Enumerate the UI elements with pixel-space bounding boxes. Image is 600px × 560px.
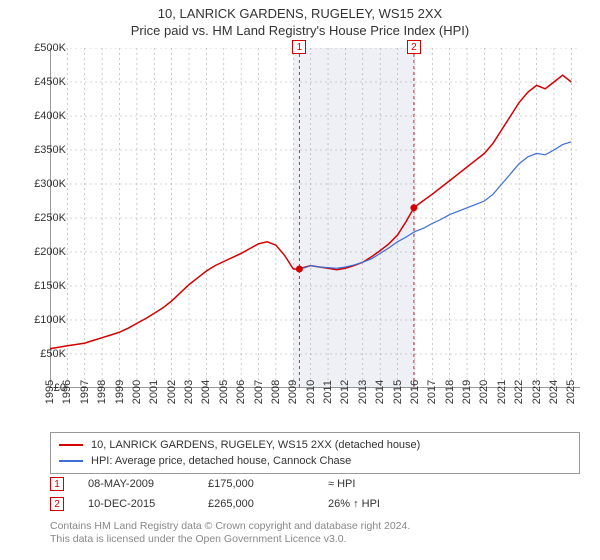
- y-tick-label: £250K: [34, 212, 66, 224]
- event-delta: 26% ↑ HPI: [328, 498, 448, 510]
- x-tick-label: 2004: [200, 380, 212, 404]
- chart-title-address: 10, LANRICK GARDENS, RUGELEY, WS15 2XX: [0, 6, 600, 21]
- x-tick-label: 2015: [392, 380, 404, 404]
- event-row: 2 10-DEC-2015£265,00026% ↑ HPI: [50, 494, 580, 514]
- x-tick-label: 2023: [531, 380, 543, 404]
- event-marker-1: 1: [292, 40, 306, 54]
- chart-plot-area: [50, 48, 580, 388]
- x-tick-label: 2005: [218, 380, 230, 404]
- legend-swatch: [59, 460, 83, 462]
- x-tick-label: 2025: [565, 380, 577, 404]
- x-tick-label: 1995: [44, 380, 56, 404]
- footer-attribution: Contains HM Land Registry data © Crown c…: [50, 520, 580, 546]
- event-row-marker: 2: [50, 497, 64, 511]
- x-tick-label: 2011: [322, 380, 334, 404]
- x-tick-label: 1998: [96, 380, 108, 404]
- y-tick-label: £500K: [34, 42, 66, 54]
- chart-container: 10, LANRICK GARDENS, RUGELEY, WS15 2XX P…: [0, 0, 600, 560]
- x-tick-label: 1997: [79, 380, 91, 404]
- event-price: £175,000: [208, 478, 328, 490]
- x-tick-label: 2009: [287, 380, 299, 404]
- legend-swatch: [59, 444, 83, 446]
- legend-item: 10, LANRICK GARDENS, RUGELEY, WS15 2XX (…: [59, 437, 571, 453]
- event-price: £265,000: [208, 498, 328, 510]
- event-delta: ≈ HPI: [328, 478, 448, 490]
- x-tick-label: 2013: [357, 380, 369, 404]
- x-tick-label: 2021: [496, 380, 508, 404]
- x-tick-label: 2016: [409, 380, 421, 404]
- event-row-marker: 1: [50, 477, 64, 491]
- y-tick-label: £100K: [34, 314, 66, 326]
- x-tick-label: 1999: [114, 380, 126, 404]
- chart-svg: [50, 48, 580, 388]
- x-tick-label: 2012: [339, 380, 351, 404]
- x-tick-label: 2020: [478, 380, 490, 404]
- legend-label: HPI: Average price, detached house, Cann…: [91, 455, 351, 467]
- legend: 10, LANRICK GARDENS, RUGELEY, WS15 2XX (…: [50, 432, 580, 474]
- event-marker-2: 2: [407, 40, 421, 54]
- x-tick-label: 2017: [426, 380, 438, 404]
- x-tick-label: 2024: [548, 380, 560, 404]
- x-tick-label: 2006: [235, 380, 247, 404]
- footer-line-1: Contains HM Land Registry data © Crown c…: [50, 520, 580, 533]
- event-date: 10-DEC-2015: [88, 498, 208, 510]
- footer-line-2: This data is licensed under the Open Gov…: [50, 533, 580, 546]
- x-tick-label: 2003: [183, 380, 195, 404]
- x-tick-label: 2022: [513, 380, 525, 404]
- y-tick-label: £400K: [34, 110, 66, 122]
- title-block: 10, LANRICK GARDENS, RUGELEY, WS15 2XX P…: [0, 0, 600, 40]
- x-tick-label: 2002: [166, 380, 178, 404]
- x-tick-label: 2014: [374, 380, 386, 404]
- x-tick-label: 2007: [253, 380, 265, 404]
- x-tick-label: 2001: [148, 380, 160, 404]
- x-tick-label: 2019: [461, 380, 473, 404]
- y-tick-label: £200K: [34, 246, 66, 258]
- y-tick-label: £350K: [34, 144, 66, 156]
- x-tick-label: 2008: [270, 380, 282, 404]
- x-tick-label: 2018: [444, 380, 456, 404]
- legend-item: HPI: Average price, detached house, Cann…: [59, 453, 571, 469]
- event-row: 1 08-MAY-2009£175,000≈ HPI: [50, 474, 580, 494]
- x-tick-label: 2000: [131, 380, 143, 404]
- event-table: 1 08-MAY-2009£175,000≈ HPI 2 10-DEC-2015£26…: [50, 474, 580, 514]
- y-tick-label: £150K: [34, 280, 66, 292]
- legend-label: 10, LANRICK GARDENS, RUGELEY, WS15 2XX (…: [91, 439, 420, 451]
- event-date: 08-MAY-2009: [88, 478, 208, 490]
- x-tick-label: 1996: [61, 380, 73, 404]
- x-tick-label: 2010: [305, 380, 317, 404]
- y-tick-label: £450K: [34, 76, 66, 88]
- chart-title-sub: Price paid vs. HM Land Registry's House …: [0, 23, 600, 38]
- y-tick-label: £50K: [40, 348, 66, 360]
- y-tick-label: £300K: [34, 178, 66, 190]
